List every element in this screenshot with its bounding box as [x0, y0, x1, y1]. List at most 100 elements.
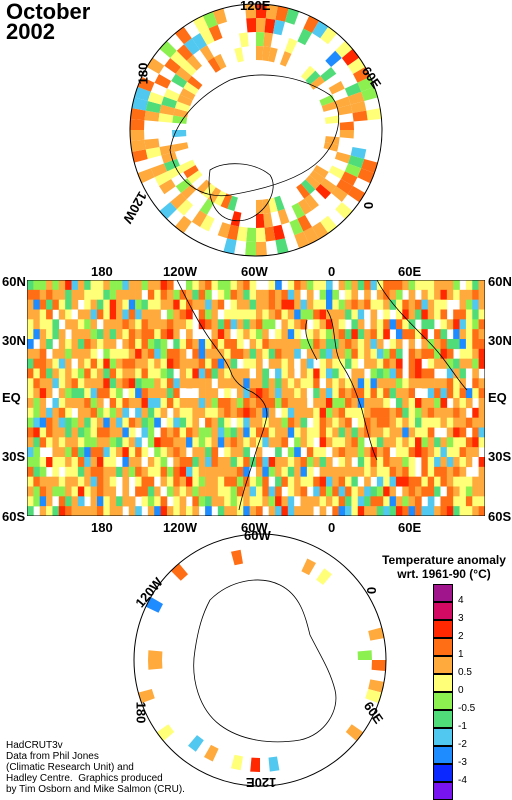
- world-grid-cell: [198, 427, 206, 438]
- world-grid-cell: [434, 309, 441, 320]
- world-grid-cell: [415, 407, 422, 418]
- world-grid-cell: [84, 368, 91, 379]
- world-grid-cell: [154, 339, 161, 350]
- world-grid-cell: [224, 398, 231, 409]
- world-grid-cell: [478, 339, 485, 350]
- polar-grid-cell: [137, 168, 155, 184]
- world-grid-cell: [319, 309, 327, 320]
- world-grid-cell: [236, 407, 244, 418]
- polar-grid-cell: [184, 38, 200, 55]
- world-grid-cell: [192, 398, 200, 409]
- world-grid-cell: [166, 466, 174, 477]
- world-grid-cell: [376, 299, 384, 310]
- world-grid-cell: [408, 358, 416, 369]
- world-grid-cell: [370, 427, 378, 438]
- world-grid-cell: [319, 398, 327, 409]
- world-grid-cell: [39, 427, 47, 438]
- world-grid-cell: [453, 486, 460, 497]
- world-grid-cell: [408, 407, 416, 418]
- world-grid-cell: [338, 457, 346, 468]
- world-grid-cell: [351, 486, 359, 497]
- world-grid-cell: [135, 388, 142, 399]
- polar-grid-cell: [357, 650, 372, 660]
- world-grid-cell: [27, 280, 34, 291]
- world-grid-cell: [376, 496, 384, 507]
- polar-grid-cell: [158, 113, 174, 123]
- world-grid-cell: [205, 496, 212, 507]
- world-grid-cell: [376, 437, 384, 448]
- world-grid-cell: [205, 309, 212, 320]
- world-grid-cell: [224, 427, 231, 438]
- world-grid-cell: [33, 319, 41, 330]
- world-grid-cell: [262, 398, 270, 409]
- world-grid-cell: [224, 437, 231, 448]
- world-grid-cell: [427, 407, 435, 418]
- world-grid-cell: [383, 476, 390, 487]
- world-grid-cell: [294, 329, 301, 340]
- world-grid-cell: [249, 339, 257, 350]
- world-grid-cell: [281, 368, 289, 379]
- legend-label: 0: [458, 685, 464, 696]
- polar-grid-cell: [341, 49, 360, 66]
- world-grid-cell: [395, 280, 403, 291]
- world-grid-cell: [332, 368, 339, 379]
- world-grid-cell: [383, 407, 390, 418]
- world-grid-cell: [135, 309, 142, 320]
- polar-grid-cell: [315, 184, 332, 200]
- world-grid-cell: [103, 486, 110, 497]
- world-grid-cell: [332, 506, 339, 516]
- world-grid-cell: [128, 368, 136, 379]
- polar-grid-cell: [357, 168, 375, 184]
- world-grid-cell: [116, 437, 123, 448]
- world-grid-cell: [402, 476, 409, 487]
- polar-grid-cell: [183, 81, 199, 95]
- world-grid-cell: [84, 309, 91, 320]
- world-grid-cell: [427, 437, 435, 448]
- world-grid-cell: [39, 476, 47, 487]
- legend-swatch: [433, 746, 453, 764]
- world-grid-cell: [77, 339, 85, 350]
- world-grid-cell: [281, 496, 289, 507]
- world-grid-cell: [338, 398, 346, 409]
- polar-grid-cell: [177, 94, 193, 107]
- world-grid-cell: [141, 427, 149, 438]
- world-grid-cell: [275, 289, 282, 300]
- world-grid-cell: [154, 417, 161, 428]
- world-grid-cell: [84, 280, 91, 291]
- world-grid-cell: [459, 427, 467, 438]
- world-grid-cell: [281, 437, 289, 448]
- world-grid-cell: [179, 368, 187, 379]
- world-grid-cell: [434, 339, 441, 350]
- world-grid-cell: [224, 496, 231, 507]
- world-grid-cell: [116, 319, 123, 330]
- world-grid-cell: [459, 339, 467, 350]
- world-grid-cell: [122, 398, 130, 409]
- world-grid-cell: [90, 437, 98, 448]
- world-grid-cell: [179, 378, 187, 389]
- world-grid-cell: [478, 289, 485, 300]
- world-grid-cell: [27, 289, 34, 300]
- world-grid-cell: [376, 339, 384, 350]
- world-grid-cell: [427, 299, 435, 310]
- legend-label: 0.5: [458, 667, 472, 678]
- world-grid-cell: [300, 280, 308, 291]
- polar-grid-cell: [167, 165, 184, 179]
- world-grid-cell: [440, 457, 448, 468]
- world-grid-cell: [478, 299, 485, 310]
- world-grid-cell: [478, 378, 485, 389]
- world-grid-cell: [383, 398, 390, 409]
- world-grid-cell: [478, 417, 485, 428]
- world-grid-cell: [160, 466, 168, 477]
- world-grid-cell: [364, 289, 371, 300]
- world-grid-cell: [224, 309, 231, 320]
- polar-grid-cell: [275, 5, 289, 22]
- world-grid-cell: [166, 437, 174, 448]
- world-grid-cell: [77, 309, 85, 320]
- world-grid-cell: [147, 280, 155, 291]
- world-grid-cell: [192, 299, 200, 310]
- polar-grid-cell: [204, 744, 219, 762]
- world-grid-cell: [33, 417, 41, 428]
- world-grid-cell: [160, 407, 168, 418]
- world-grid-cell: [224, 378, 231, 389]
- world-grid-cell: [52, 417, 60, 428]
